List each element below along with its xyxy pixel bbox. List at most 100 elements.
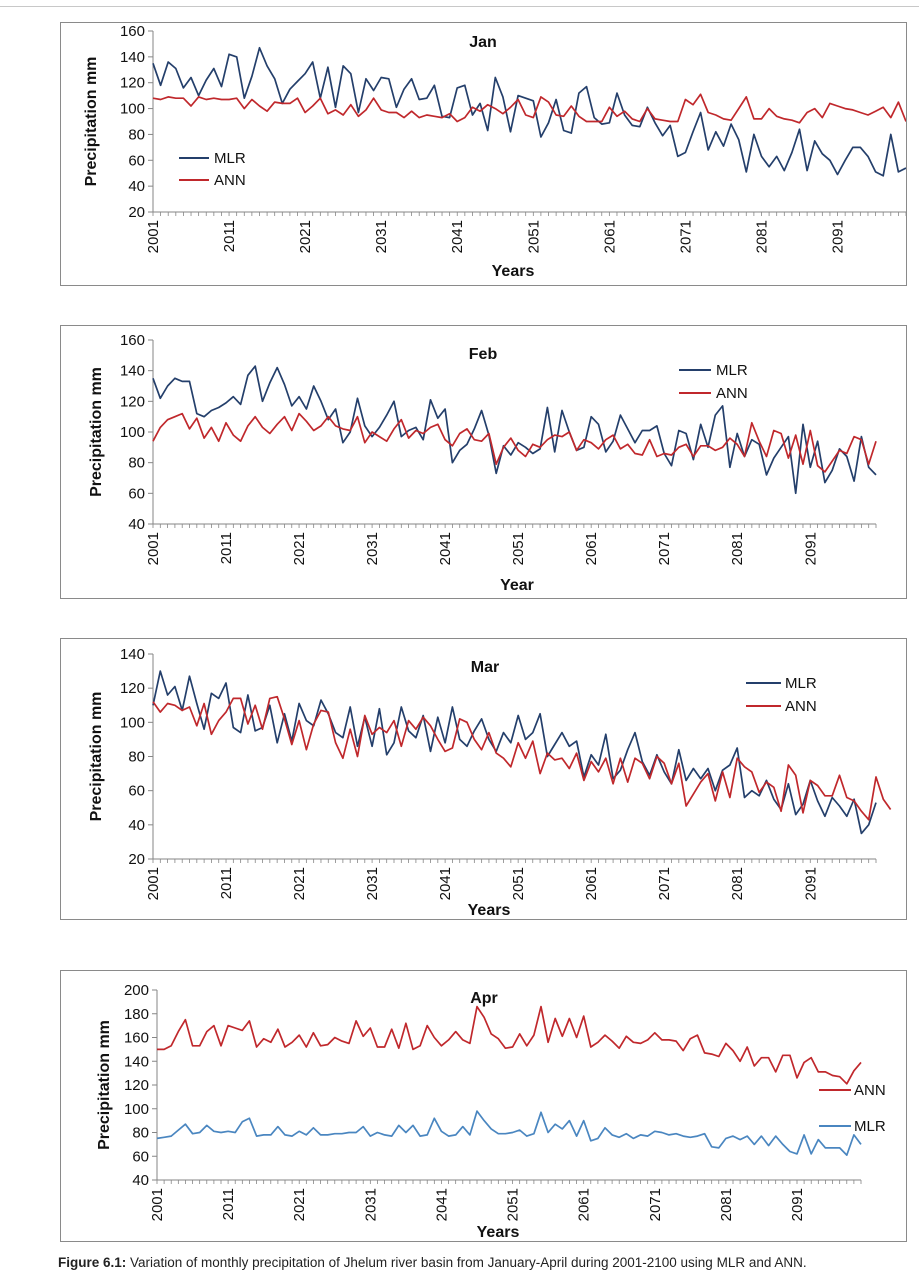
chart-mar: 20 40 60 80 100 120 140 2001 2011 2021 2031 2041 205… <box>88 646 892 919</box>
x-tick-label: 2041 <box>437 532 454 565</box>
x-tick-label: 2031 <box>364 532 381 565</box>
x-tick-label: 2081 <box>729 532 746 565</box>
x-tick-label: 2051 <box>525 220 542 253</box>
y-tick-label: 140 <box>124 1053 149 1070</box>
legend-label-mlr: MLR <box>854 1118 886 1135</box>
x-tick-label: 2081 <box>753 220 770 253</box>
x-tick-label: 2081 <box>729 867 746 900</box>
legend-label-mlr: MLR <box>716 362 748 379</box>
y-tick-label: 160 <box>120 332 145 349</box>
series-line-mlr-mar <box>152 670 877 835</box>
y-tick-label: 160 <box>120 23 145 40</box>
legend-label-ann: ANN <box>716 385 748 402</box>
x-tick-label: 2001 <box>145 220 162 253</box>
y-tick-label: 80 <box>128 455 145 472</box>
chart-feb: 40 60 80 100 120 140 160 2001 2011 2021 2031 2041 20… <box>88 332 877 594</box>
legend-label-mlr: MLR <box>214 150 246 167</box>
x-tick-label: 2041 <box>449 220 466 253</box>
figure-caption-label: Figure 6.1: <box>58 1255 127 1270</box>
x-tick-label: 2021 <box>291 1188 308 1221</box>
x-tick-label: 2041 <box>437 867 454 900</box>
y-axis-title-apr: Precipitation mm <box>96 1020 113 1150</box>
y-tick-label: 160 <box>124 1030 149 1047</box>
legend-label-mlr: MLR <box>785 675 817 692</box>
y-tick-label: 100 <box>120 101 145 118</box>
series-line-ann-jan <box>152 93 906 124</box>
y-tick-label: 100 <box>124 1101 149 1118</box>
y-tick-label: 140 <box>120 49 145 66</box>
chart-panel-feb: 40 60 80 100 120 140 160 2001 2011 2021 2031 2041 20… <box>60 325 907 599</box>
x-tick-label: 2021 <box>291 532 308 565</box>
y-axis-title-jan: Precipitation mm <box>83 57 100 187</box>
y-tick-label: 140 <box>120 646 145 663</box>
y-tick-label: 100 <box>120 424 145 441</box>
x-tick-label: 2081 <box>718 1188 735 1221</box>
y-tick-label: 40 <box>128 516 145 533</box>
x-tick-label: 2011 <box>218 867 235 899</box>
chart-title-mar: Mar <box>471 659 499 676</box>
x-tick-label: 2061 <box>576 1188 593 1221</box>
x-tick-label: 2051 <box>510 867 527 900</box>
x-axis-title-jan: Years <box>492 263 535 280</box>
x-tick-label: 2041 <box>433 1188 450 1221</box>
x-tick-label: 2021 <box>297 220 314 253</box>
y-axis-title-feb: Precipitation mm <box>88 367 105 497</box>
y-axis-title-mar: Precipitation mm <box>88 692 105 822</box>
y-tick-label: 60 <box>128 485 145 502</box>
x-tick-label: 2001 <box>149 1188 166 1221</box>
x-tick-label: 2031 <box>364 867 381 900</box>
y-tick-label: 180 <box>124 1006 149 1023</box>
x-tick-label: 2011 <box>220 1188 237 1220</box>
y-tick-label: 200 <box>124 982 149 999</box>
x-tick-label: 2091 <box>802 867 819 900</box>
y-tick-label: 20 <box>128 204 145 221</box>
chart-title-apr: Apr <box>470 990 498 1007</box>
y-tick-label: 120 <box>120 393 145 410</box>
chart-panel-mar: 20 40 60 80 100 120 140 2001 2011 2021 2031 2041 205… <box>60 638 907 920</box>
x-tick-label: 2031 <box>362 1188 379 1221</box>
x-tick-label: 2011 <box>218 532 235 564</box>
x-tick-label: 2071 <box>677 220 694 253</box>
figure-caption-text: Variation of monthly precipitation of Jh… <box>126 1255 807 1270</box>
series-line-mlr-feb <box>152 365 877 495</box>
series-line-ann-mar <box>152 695 892 821</box>
top-rule <box>0 6 919 7</box>
y-tick-label: 120 <box>124 1077 149 1094</box>
x-tick-label: 2001 <box>145 532 162 565</box>
x-axis-title-feb: Year <box>500 577 534 594</box>
y-tick-label: 120 <box>120 680 145 697</box>
y-tick-label: 80 <box>128 126 145 143</box>
x-tick-label: 2091 <box>789 1188 806 1221</box>
x-tick-label: 2061 <box>583 867 600 900</box>
chart-panel-jan: 20 40 60 80 100 120 140 160 2001 2011 2021 2031 2041… <box>60 22 907 286</box>
y-tick-label: 80 <box>132 1125 149 1142</box>
y-tick-label: 60 <box>128 783 145 800</box>
x-tick-label: 2001 <box>145 867 162 900</box>
y-tick-label: 40 <box>128 817 145 834</box>
y-tick-label: 60 <box>132 1148 149 1165</box>
y-tick-label: 80 <box>128 749 145 766</box>
x-axis-title-apr: Years <box>477 1224 520 1241</box>
series-line-ann-feb <box>152 412 877 473</box>
chart-jan: 20 40 60 80 100 120 140 160 2001 2011 2021 2031 2041… <box>83 23 906 280</box>
legend-label-ann: ANN <box>785 698 817 715</box>
series-line-mlr-jan <box>152 46 906 177</box>
x-tick-label: 2051 <box>510 532 527 565</box>
x-tick-label: 2031 <box>373 220 390 253</box>
x-tick-label: 2061 <box>583 532 600 565</box>
legend-label-ann: ANN <box>854 1082 886 1099</box>
x-tick-label: 2071 <box>656 867 673 900</box>
x-tick-label: 2091 <box>802 532 819 565</box>
x-tick-label: 2021 <box>291 867 308 900</box>
chart-title-feb: Feb <box>469 346 498 363</box>
y-tick-label: 100 <box>120 714 145 731</box>
chart-apr: 40 60 80 100 120 140 160 180 200 2001 2011 2021 2031… <box>96 982 886 1241</box>
y-tick-label: 40 <box>132 1172 149 1189</box>
y-tick-label: 40 <box>128 178 145 195</box>
y-tick-label: 20 <box>128 851 145 868</box>
x-tick-label: 2091 <box>830 220 847 253</box>
figure-caption: Figure 6.1: Variation of monthly precipi… <box>58 1255 918 1270</box>
x-tick-label: 2061 <box>601 220 618 253</box>
series-line-mlr-apr <box>156 1110 862 1156</box>
x-tick-label: 2071 <box>647 1188 664 1221</box>
